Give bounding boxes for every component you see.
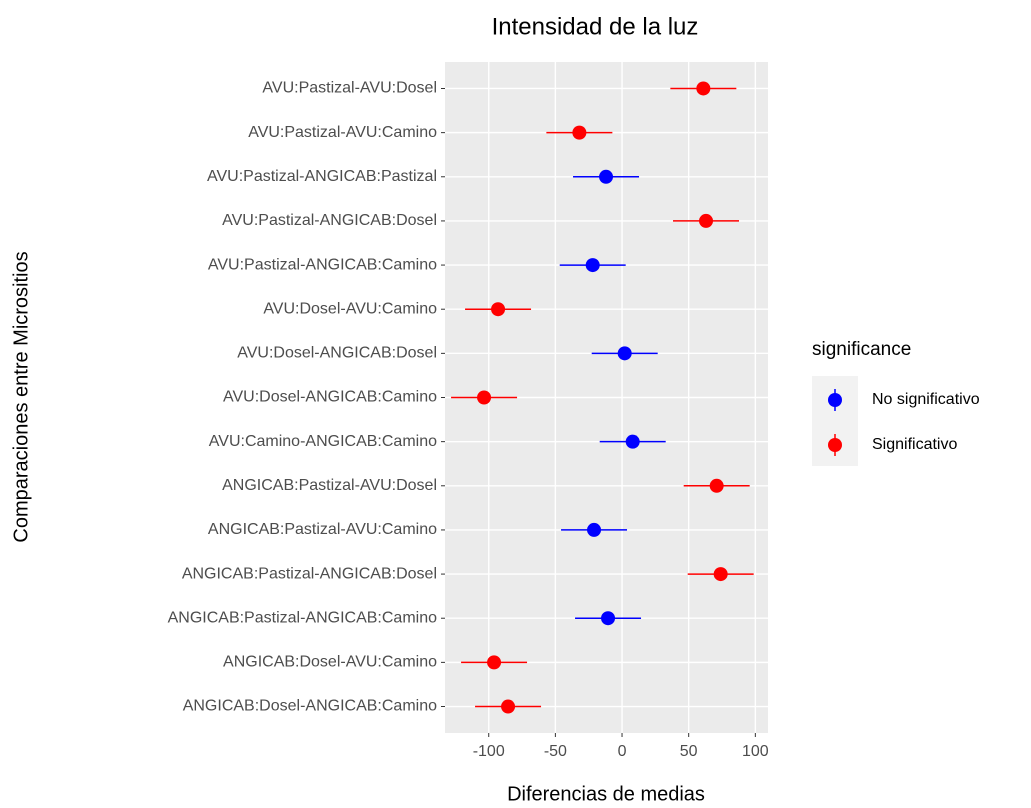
point bbox=[585, 258, 600, 273]
y-tick-label: AVU:Pastizal-AVU:Dosel bbox=[262, 80, 437, 97]
point bbox=[713, 567, 728, 582]
legend-title: significance bbox=[812, 339, 911, 360]
point bbox=[477, 390, 492, 405]
point bbox=[487, 655, 502, 670]
y-tick-label: AVU:Camino-ANGICAB:Camino bbox=[209, 433, 437, 450]
y-tick-label: ANGICAB:Pastizal-ANGICAB:Camino bbox=[168, 609, 438, 626]
y-tick-label: ANGICAB:Pastizal-ANGICAB:Dosel bbox=[182, 565, 437, 582]
y-axis-label: Comparaciones entre Micrositios bbox=[10, 251, 32, 542]
y-tick-label: ANGICAB:Dosel-ANGICAB:Camino bbox=[183, 698, 437, 715]
x-tick-label: 50 bbox=[680, 743, 698, 760]
y-tick-label: AVU:Pastizal-AVU:Camino bbox=[248, 124, 437, 141]
point bbox=[501, 699, 516, 714]
point bbox=[599, 169, 614, 184]
y-tick-label: ANGICAB:Pastizal-AVU:Dosel bbox=[222, 477, 437, 494]
y-tick-label: AVU:Dosel-ANGICAB:Dosel bbox=[237, 345, 437, 362]
legend-key-point bbox=[828, 393, 842, 407]
point bbox=[572, 125, 587, 140]
point bbox=[625, 434, 640, 449]
y-tick-label: AVU:Pastizal-ANGICAB:Dosel bbox=[222, 212, 437, 229]
point bbox=[601, 611, 616, 626]
y-tick-label: ANGICAB:Pastizal-AVU:Camino bbox=[208, 521, 437, 538]
point bbox=[491, 302, 506, 317]
marks bbox=[451, 81, 754, 714]
y-tick-label: AVU:Dosel-AVU:Camino bbox=[263, 300, 437, 317]
legend-label: No significativo bbox=[872, 391, 980, 408]
point bbox=[699, 213, 714, 228]
y-tick-label: AVU:Pastizal-ANGICAB:Pastizal bbox=[207, 168, 437, 185]
y-tick-label: AVU:Dosel-ANGICAB:Camino bbox=[223, 389, 437, 406]
x-tick-label: -100 bbox=[473, 743, 505, 760]
legend-key-point bbox=[828, 438, 842, 452]
x-tick-label: -50 bbox=[544, 743, 567, 760]
x-tick-label: 0 bbox=[618, 743, 627, 760]
point bbox=[709, 478, 724, 493]
chart-title: Intensidad de la luz bbox=[492, 13, 699, 40]
point bbox=[696, 81, 711, 96]
y-tick-label: AVU:Pastizal-ANGICAB:Camino bbox=[208, 256, 437, 273]
y-tick-label: ANGICAB:Dosel-AVU:Camino bbox=[223, 654, 437, 671]
point bbox=[587, 522, 602, 537]
point bbox=[617, 346, 632, 361]
x-tick-label: 100 bbox=[742, 743, 769, 760]
legend-label: Significativo bbox=[872, 436, 957, 453]
x-axis-label: Diferencias de medias bbox=[507, 783, 705, 805]
